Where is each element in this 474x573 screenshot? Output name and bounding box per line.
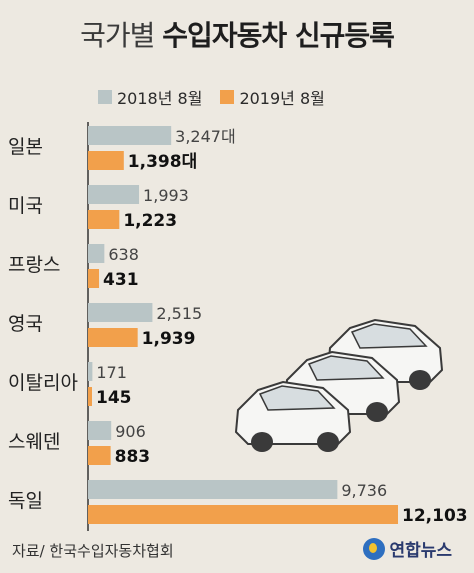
category-label: 미국 xyxy=(8,195,43,217)
category-label: 독일 xyxy=(8,490,43,512)
bar-2019 xyxy=(88,269,100,288)
data-label: 12,103 xyxy=(402,506,468,526)
bar-2019 xyxy=(88,387,92,406)
title-bold: 수입자동차 신규등록 xyxy=(162,19,395,52)
data-label: 1,398대 xyxy=(128,152,197,172)
data-label: 638 xyxy=(108,245,139,264)
car-illustration xyxy=(234,318,444,452)
data-label: 1,993 xyxy=(143,186,189,205)
data-label: 1,223 xyxy=(123,211,177,231)
source-note: 자료/ 한국수입자동차협회 xyxy=(12,542,174,560)
legend-item-2018: 2018년 8월 xyxy=(98,85,202,109)
data-label: 145 xyxy=(96,388,132,408)
data-label: 431 xyxy=(103,270,139,290)
title-light: 국가별 xyxy=(80,19,155,52)
legend-label-2018: 2018년 8월 xyxy=(117,89,203,108)
legend: 2018년 8월 2019년 8월 xyxy=(98,85,343,109)
bar-2018 xyxy=(88,303,153,322)
bar-2019 xyxy=(88,210,120,229)
data-label: 906 xyxy=(115,422,146,441)
car-icon xyxy=(234,380,352,452)
bar-2018 xyxy=(88,421,112,440)
data-label: 883 xyxy=(115,447,150,467)
yonhap-logo: 연합뉴스 xyxy=(363,536,452,561)
category-label: 스웨덴 xyxy=(8,431,60,453)
car-icon xyxy=(283,350,401,422)
yonhap-logo-icon xyxy=(363,537,386,560)
data-label: 3,247대 xyxy=(175,127,236,146)
bar-2019 xyxy=(88,328,138,347)
bar-2018 xyxy=(88,185,140,204)
bar-2018 xyxy=(88,126,172,145)
bar-2019 xyxy=(88,505,398,524)
data-label: 1,939 xyxy=(142,329,196,349)
legend-item-2019: 2019년 8월 xyxy=(220,85,325,109)
bar-2018 xyxy=(88,362,93,381)
bar-2018 xyxy=(88,244,105,263)
data-label: 171 xyxy=(96,363,127,382)
legend-label-2019: 2019년 8월 xyxy=(239,89,325,108)
bar-2019 xyxy=(88,151,124,170)
data-label: 9,736 xyxy=(341,481,387,500)
category-label: 이탈리아 xyxy=(8,372,78,394)
legend-swatch-2018 xyxy=(98,90,112,104)
chart-title: 국가별 수입자동차 신규등록 xyxy=(0,14,474,54)
category-label: 프랑스 xyxy=(8,254,60,276)
legend-swatch-2019 xyxy=(220,90,235,104)
category-label: 영국 xyxy=(8,313,43,335)
data-label: 2,515 xyxy=(156,304,202,323)
bar-2018 xyxy=(88,480,338,499)
category-label: 일본 xyxy=(8,136,43,158)
bar-2019 xyxy=(88,446,111,465)
logo-text: 연합뉴스 xyxy=(389,541,452,561)
